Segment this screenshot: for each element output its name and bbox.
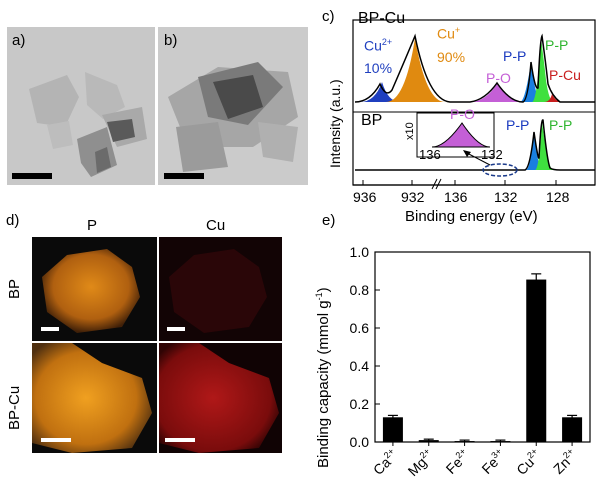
map-scale-bar-2	[167, 327, 185, 331]
bar-ylabel-end: )	[315, 287, 332, 293]
tem-image-b	[158, 27, 308, 185]
highlight-ellipse	[482, 163, 518, 177]
xps-xtick-3: 132	[494, 189, 518, 205]
xps-sample-bottom: BP	[361, 112, 383, 129]
y-tick-label-4: 0.8	[350, 282, 370, 298]
map-col-p: P	[87, 217, 98, 234]
xps-pcu-label: P-Cu	[549, 67, 581, 83]
map-row-bp: BP	[6, 278, 23, 299]
y-tick-label-1: 0.2	[350, 396, 370, 412]
bar-0	[382, 417, 403, 442]
bar-chart: 0.0 0.2 0.4 0.6 0.8 1.0 Ca2+Mg2+Fe2+Fe3+Cu2+Zn…	[350, 244, 591, 479]
x-tick-label-5: Zn2+	[549, 446, 580, 477]
y-tick-label-2: 0.4	[350, 358, 370, 374]
y-tick-label-5: 1.0	[350, 244, 370, 260]
xps-cu1-sup: +	[454, 25, 461, 35]
xps-xtick-2: 136	[444, 189, 468, 205]
xps-inset-po: P-O	[450, 106, 475, 122]
xps-xtick-0: 936	[353, 189, 377, 205]
scale-bar-b	[164, 173, 204, 179]
xps-pp-label-2: P-P	[545, 37, 569, 53]
map-bpcu-cu-shape	[159, 343, 279, 453]
bar-ylabel-sup: -1	[314, 292, 324, 301]
map-scale-bar-1	[41, 327, 59, 331]
map-scale-bar-3	[41, 438, 71, 442]
xps-xlabel: Binding energy (eV)	[405, 208, 538, 225]
map-scale-bar-4	[165, 438, 195, 442]
xps-xtick-1: 932	[401, 189, 425, 205]
bar-ylabel: Binding capacity (mmol g-1)	[314, 287, 332, 468]
bp-envelope	[355, 119, 595, 171]
po-peak-top	[470, 84, 525, 102]
tem-image-a	[7, 27, 155, 185]
y-tick-label-3: 0.6	[350, 320, 370, 336]
panel-label-c: c)	[322, 8, 335, 25]
xps-cu1-text: Cu	[437, 25, 455, 42]
xps-inset-tick-right: 132	[481, 147, 503, 162]
bar-5	[562, 417, 583, 442]
inset-po-peak	[431, 122, 491, 148]
pp-blue-peak-top	[520, 62, 542, 102]
map-bpcu-cu	[159, 343, 282, 453]
cu1-peak	[386, 38, 445, 102]
map-bp-p	[32, 237, 157, 341]
x-tick-label-3: Fe3+	[478, 446, 509, 477]
x-tick-label-0: Ca2+	[369, 446, 401, 478]
axis-break	[431, 178, 438, 190]
xps-cu2-pct: 10%	[364, 60, 393, 76]
pp-blue-peak-bottom	[526, 132, 543, 170]
map-bpcu-p-shape	[32, 343, 152, 453]
tem-image-a-flakes	[7, 27, 155, 185]
map-bp-p-shape	[42, 249, 140, 333]
scale-bar-a	[12, 173, 52, 179]
map-bpcu-p	[32, 343, 157, 453]
xps-cu2-sup: 2+	[381, 37, 393, 47]
xps-po-label: P-O	[486, 70, 511, 86]
xps-inset-factor: x10	[404, 122, 416, 140]
xps-cu2-text: Cu	[364, 37, 382, 54]
xps-chart	[352, 19, 596, 190]
pcu-peak	[544, 94, 562, 102]
panel-label-a: a)	[12, 32, 26, 49]
bar-4	[526, 279, 547, 442]
map-bp-cu-shape	[169, 249, 267, 333]
y-tick-label-0: 0.0	[350, 434, 370, 450]
x-tick-label-4: Cu2+	[512, 446, 544, 478]
bpcu-envelope	[354, 33, 595, 103]
bar-ylabel-text: Binding capacity (mmol g	[315, 300, 332, 468]
map-row-bpcu: BP-Cu	[6, 385, 23, 430]
map-bp-cu	[159, 237, 282, 341]
xps-sample-top: BP-Cu	[358, 10, 406, 27]
xps-xtick-4: 128	[546, 189, 570, 205]
tem-image-b-flakes	[158, 27, 308, 185]
panel-label-e: e)	[322, 212, 336, 229]
x-tick-label-2: Fe2+	[442, 446, 473, 477]
xps-bp-pp-2: P-P	[549, 117, 573, 133]
xps-cu1-pct: 90%	[437, 49, 466, 65]
xps-inset-tick-left: 136	[419, 147, 441, 162]
map-col-cu: Cu	[206, 217, 226, 234]
panel-label-d: d)	[6, 212, 20, 229]
xps-cu2-label: Cu2+	[364, 37, 392, 54]
xps-ylabel: Intensity (a.u.)	[327, 79, 343, 168]
panel-label-b: b)	[164, 32, 178, 49]
xps-cu1-label: Cu+	[437, 25, 460, 42]
cu2-peak	[360, 82, 400, 102]
xps-pp-label-1: P-P	[503, 48, 527, 64]
xps-bp-pp-1: P-P	[506, 117, 530, 133]
bar-plot-frame	[374, 251, 591, 443]
x-tick-label-1: Mg2+	[404, 446, 437, 479]
